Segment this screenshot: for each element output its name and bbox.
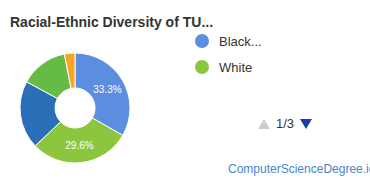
svg-text:33.3%: 33.3% bbox=[93, 84, 121, 95]
html-text:Black...: Black... bbox=[219, 33, 262, 49]
html-text:White: White bbox=[219, 59, 253, 75]
html-text:1/3: 1/3 bbox=[276, 116, 295, 131]
html-text:Racial-Ethnic Diversity of TU.: Racial-Ethnic Diversity of TU... bbox=[10, 14, 214, 30]
svg-text:29.6%: 29.6% bbox=[65, 140, 93, 151]
